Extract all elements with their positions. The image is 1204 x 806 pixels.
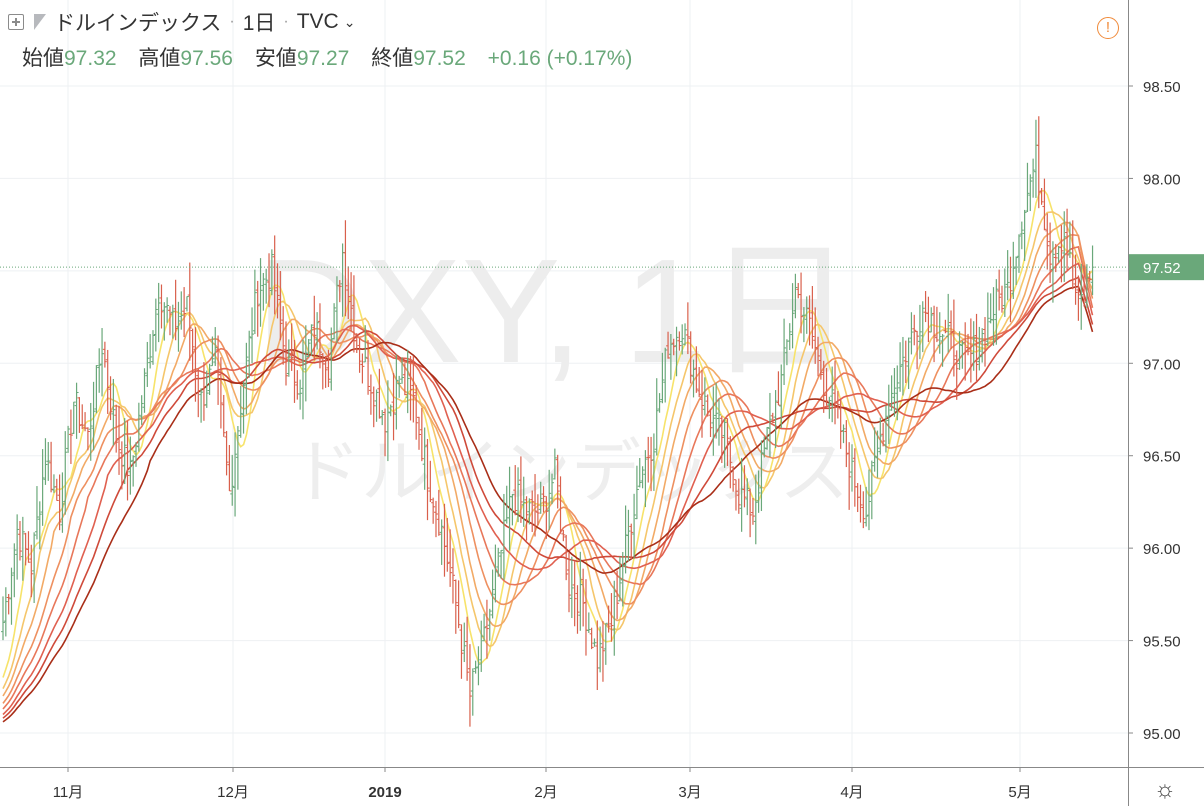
- open-value: 97.32: [64, 47, 117, 70]
- ema-ribbon-line-4: [2, 233, 1094, 704]
- y-tick-label: 98.00: [1143, 171, 1181, 188]
- last-price-label: 97.52: [1143, 260, 1181, 277]
- ema-ribbon-line-6: [2, 262, 1094, 716]
- y-tick-label: 96.00: [1143, 541, 1181, 558]
- y-tick-label: 95.00: [1143, 726, 1181, 743]
- last-price-label-bg: [1129, 254, 1204, 281]
- flag-icon[interactable]: [34, 14, 46, 30]
- y-tick-label: 97.00: [1143, 356, 1181, 373]
- alert-icon[interactable]: !: [1097, 17, 1119, 39]
- open-label: 始値: [22, 47, 64, 70]
- y-tick-label: 98.50: [1143, 79, 1181, 96]
- exchange-label[interactable]: TVC: [296, 10, 339, 33]
- x-tick-label: 3月: [678, 784, 701, 801]
- x-tick-label: 5月: [1008, 784, 1031, 801]
- y-tick-label: 96.50: [1143, 449, 1181, 466]
- interval-label[interactable]: 1日: [242, 12, 276, 35]
- x-tick-label: 4月: [840, 784, 863, 801]
- x-tick-label: 2月: [534, 784, 557, 801]
- low-value: 97.27: [296, 47, 350, 70]
- low-label: 安値: [254, 47, 297, 70]
- x-tick-label: 12月: [217, 784, 249, 801]
- separator-dot: ·: [229, 13, 235, 30]
- close-label: 終値: [371, 47, 414, 70]
- chevron-down-icon[interactable]: ⌄: [343, 13, 356, 30]
- close-value: 97.52: [413, 47, 466, 70]
- symbol-name[interactable]: ドルインデックス: [54, 12, 222, 35]
- separator-dot: ·: [283, 13, 289, 30]
- high-value: 97.56: [180, 47, 233, 70]
- change-value: +0.16 (+0.17%): [487, 47, 633, 70]
- ema-ribbon-line-8: [2, 285, 1094, 723]
- watermark-symbol: DXY, 1日: [256, 229, 854, 394]
- ema-ribbon-line-3: [2, 221, 1094, 697]
- x-tick-label: 11月: [53, 784, 84, 801]
- compare-plus-icon[interactable]: [8, 14, 24, 30]
- watermark-name: ドルインデックス: [291, 433, 849, 511]
- symbol-header[interactable]: ドルインデックス · 1日 · TVC ⌄: [6, 8, 355, 36]
- y-tick-label: 95.50: [1143, 634, 1181, 651]
- ohlc-legend: 始値97.32 高値97.56 安値97.27 終値97.52 +0.16 (+…: [22, 42, 632, 72]
- x-tick-label: 2019: [368, 784, 401, 801]
- settings-gear-icon[interactable]: ☼: [1154, 776, 1176, 803]
- high-label: 高値: [138, 47, 181, 70]
- ema-ribbon-line-5: [2, 245, 1094, 710]
